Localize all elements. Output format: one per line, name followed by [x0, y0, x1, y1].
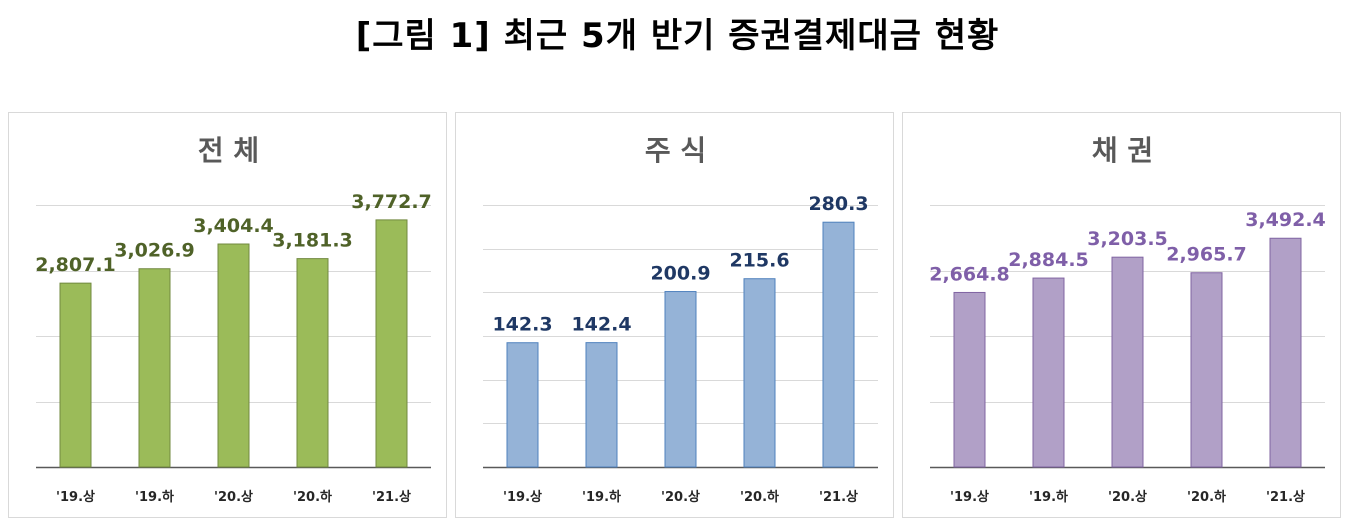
data-label: 2,664.8: [929, 263, 1010, 285]
x-tick-label: '20.상: [1108, 490, 1147, 505]
x-tick-label: '19.상: [503, 490, 542, 505]
x-tick-label: '20.하: [740, 489, 779, 505]
chart-svg-bonds: 채 권 2,664.8 '19.상 2,884.5 '19.하 3,203.5 '20.상 2…: [929, 134, 1326, 505]
chart-title: 채 권: [1092, 134, 1153, 167]
bar: [375, 219, 408, 468]
bar: [59, 282, 92, 468]
figure-title: [그림 1] 최근 5개 반기 증권결제대금 현황: [355, 16, 1000, 56]
data-label: 2,965.7: [1166, 244, 1247, 266]
bar: [296, 258, 329, 468]
bar: [506, 342, 539, 468]
data-label: 3,404.4: [193, 215, 274, 237]
data-label: 200.9: [650, 263, 710, 285]
x-tick-label: '19.하: [1029, 489, 1068, 505]
x-tick-label: '19.상: [56, 490, 95, 505]
data-label: 280.3: [808, 193, 868, 215]
data-label: 3,203.5: [1087, 228, 1168, 250]
bar: [743, 278, 776, 468]
data-label: 142.3: [492, 314, 552, 336]
x-tick-label: '20.상: [214, 490, 253, 505]
x-tick-label: '21.상: [372, 490, 411, 505]
bar: [822, 221, 855, 468]
chart-panel-bonds: 채 권 2,664.8 '19.상 2,884.5 '19.하 3,203.5 '20.상 2…: [902, 112, 1341, 518]
x-tick-label: '20.상: [661, 490, 700, 505]
chart-panel-total: 전 체 2,807.1 '19.상 3,026.9 '19.하 3,404.4 '20.상 3…: [8, 112, 447, 518]
bar: [138, 268, 171, 468]
data-label: 2,884.5: [1008, 249, 1089, 271]
data-label: 3,181.3: [272, 230, 353, 252]
data-label: 3,772.7: [351, 191, 432, 213]
bar: [1032, 277, 1065, 468]
bar: [585, 342, 618, 468]
bar: [1111, 256, 1144, 468]
x-tick-label: '21.상: [819, 490, 858, 505]
bar: [953, 291, 986, 468]
chart-panel-stocks: 주 식 142.3 '19.상 142.4 '19.하 200.9 '20.상 215.6 '2…: [455, 112, 894, 518]
data-label: 3,492.4: [1245, 209, 1326, 231]
data-label: 3,026.9: [114, 240, 195, 262]
bar: [664, 291, 697, 468]
data-label: 2,807.1: [35, 254, 116, 276]
x-tick-label: '20.하: [1187, 489, 1226, 505]
bar: [1190, 272, 1223, 468]
chart-svg-total: 전 체 2,807.1 '19.상 3,026.9 '19.하 3,404.4 '20.상 3…: [35, 134, 432, 505]
data-label: 215.6: [729, 250, 789, 272]
x-tick-label: '21.상: [1266, 490, 1305, 505]
x-tick-label: '19.하: [582, 489, 621, 505]
chart-svg-stocks: 주 식 142.3 '19.상 142.4 '19.하 200.9 '20.상 215.6 '2…: [483, 134, 878, 505]
bar: [217, 243, 250, 468]
data-label: 142.4: [571, 314, 631, 336]
chart-title: 주 식: [645, 134, 706, 167]
x-tick-label: '20.하: [293, 489, 332, 505]
chart-title: 전 체: [198, 134, 259, 167]
x-tick-label: '19.상: [950, 490, 989, 505]
bar: [1269, 237, 1302, 468]
x-tick-label: '19.하: [135, 489, 174, 505]
